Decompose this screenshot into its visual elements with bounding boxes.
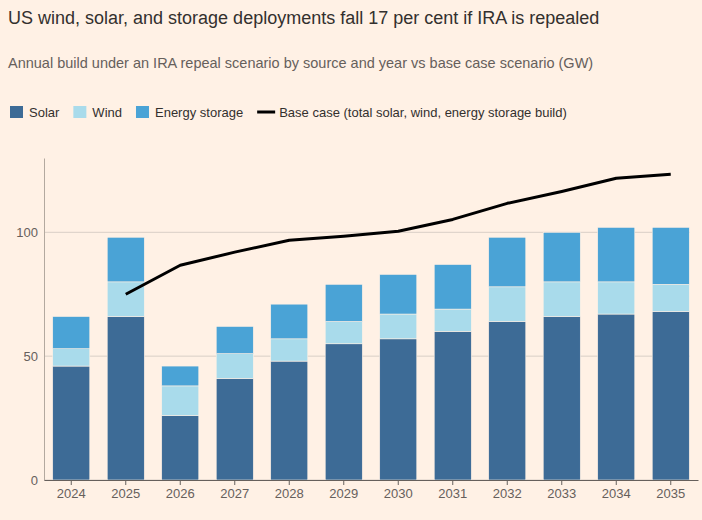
y-tick-label: 0 [31,473,38,488]
x-tick: 2025 [111,480,140,501]
x-tick: 2030 [384,480,413,501]
x-tick-label: 2035 [656,486,685,501]
marks [53,174,690,480]
bar-segment [325,321,362,343]
bar-segment [380,314,417,339]
bar-segment [598,282,635,314]
bar-segment [652,312,689,480]
x-tick-mark [289,480,290,485]
x-tick-mark [616,480,617,485]
bar-segment [380,339,417,480]
x-axis-line [45,480,699,481]
x-tick-mark [125,480,126,485]
x-tick-mark [561,480,562,485]
legend-label: Energy storage [155,105,243,120]
chart: US wind, solar, and storage deployments … [0,0,702,520]
x-tick-mark [180,480,181,485]
x-axis: 2024 2025 2026 2027 2028 2029 2030 2031 2032 2033… [45,480,699,501]
grid [44,232,690,480]
x-tick: 2024 [57,480,86,501]
x-tick: 2028 [275,480,304,501]
x-tick-label: 2028 [275,486,304,501]
y-tick: 100 [16,225,44,240]
x-tick-label: 2029 [329,486,358,501]
bar-segment [271,361,308,480]
bar-segment [434,331,471,480]
legend-key [73,106,86,118]
x-tick: 2034 [602,480,631,501]
bar-segment [53,349,90,366]
x-tick: 2031 [438,480,467,501]
x-tick-label: 2025 [111,486,140,501]
title: US wind, solar, and storage deployments … [8,8,599,28]
bar-segment [216,378,253,480]
bar-segment [216,326,253,353]
x-tick-mark [452,480,453,485]
x-tick-label: 2034 [602,486,631,501]
y-tick: 0 [31,473,44,488]
line [126,174,671,294]
bar-segment [489,237,526,287]
bar-segment [434,309,471,331]
x-tick-mark [343,480,344,485]
bar-segment [325,284,362,321]
x-tick: 2032 [493,480,522,501]
x-tick-mark [398,480,399,485]
legend: Solar Wind Energy storage Base case (total … [10,105,567,120]
bar-segment [380,274,417,314]
bar-segment [598,314,635,480]
bar-segment [162,416,199,480]
x-tick-label: 2027 [220,486,249,501]
bar-segment [216,354,253,379]
x-tick: 2033 [547,480,576,501]
bar-segment [598,227,635,281]
bar-segment [107,237,144,282]
bar-segment [271,304,308,339]
x-tick: 2027 [220,480,249,501]
y-tick: 50 [24,349,44,364]
bar-segment [543,317,580,480]
x-tick-label: 2032 [493,486,522,501]
x-tick-label: 2033 [547,486,576,501]
x-tick: 2026 [166,480,195,501]
x-tick-mark [71,480,72,485]
bar-segment [489,321,526,480]
x-tick: 2035 [656,480,685,501]
x-tick-label: 2024 [57,486,86,501]
legend-key [10,106,23,118]
x-tick-mark [507,480,508,485]
bar-segment [107,317,144,480]
bar-segment [652,284,689,311]
legend-label: Solar [29,105,60,120]
y-axis: 0 50 100 [16,159,44,488]
bar-segment [543,282,580,317]
bar-segment [543,232,580,282]
bar-segment [434,265,471,310]
x-tick-mark [234,480,235,485]
x-tick: 2029 [329,480,358,501]
x-tick-mark [670,480,671,485]
y-tick-label: 50 [24,349,38,364]
bar-segment [53,366,90,480]
legend-label: Wind [92,105,122,120]
bar-segment [489,287,526,322]
legend-label: Base case (total solar, wind, energy sto… [279,105,567,120]
x-tick-label: 2030 [384,486,413,501]
bar-segment [652,227,689,284]
bar-segment [325,344,362,480]
bar-segment [271,339,308,361]
y-tick-label: 100 [16,225,38,240]
x-tick-label: 2031 [438,486,467,501]
x-tick-label: 2026 [166,486,195,501]
background [0,0,702,520]
bar-segment [53,317,90,349]
legend-key [257,111,275,114]
bar-segment [162,386,199,416]
subtitle: Annual build under an IRA repeal scenari… [8,55,593,71]
legend-key [136,106,149,118]
y-axis-line [44,159,45,481]
bar-segment [162,366,199,386]
